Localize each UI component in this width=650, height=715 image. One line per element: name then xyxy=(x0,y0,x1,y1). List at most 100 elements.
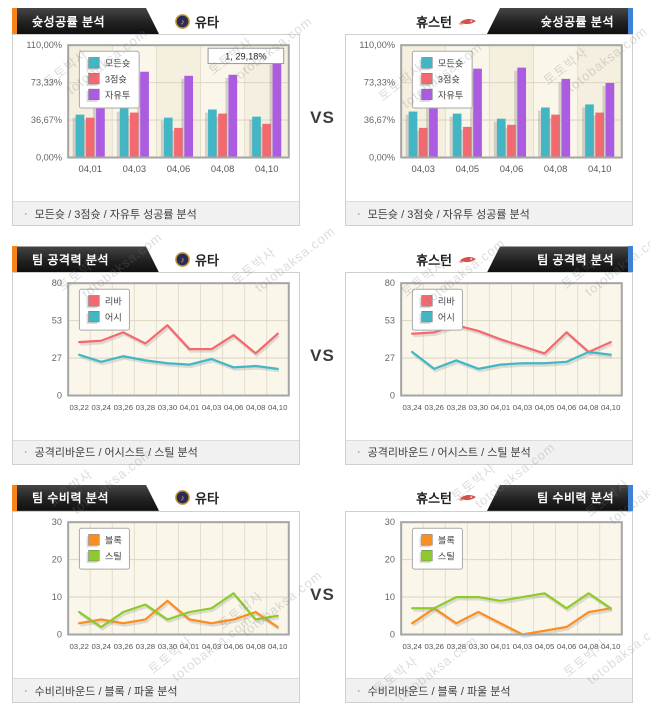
svg-text:04,06: 04,06 xyxy=(167,163,190,174)
line-chart-utah-offense: 80 53 27 0 03,22 03,24 03,26 03,28 03,30 04,01 04,… xyxy=(13,273,299,439)
svg-text:04,08: 04,08 xyxy=(246,403,265,412)
line-chart-houston-defense: 30 20 10 0 03,24 03,26 03,28 03,30 04,01 04,03 04,… xyxy=(346,512,632,678)
panel-defense-houston: 휴스턴 팀 수비력 분석 30 20 10 0 03,24 03,26 03,28 03,30… xyxy=(345,484,633,704)
svg-text:04,01: 04,01 xyxy=(78,163,101,174)
panel-header: 휴스턴 팀 수비력 분석 xyxy=(345,484,633,511)
svg-text:36,67%: 36,67% xyxy=(364,115,395,125)
svg-text:블록: 블록 xyxy=(105,535,122,545)
line-chart-houston-offense: 80 53 27 0 03,24 03,26 03,28 03,30 04,01 04,03 04,… xyxy=(346,273,632,439)
row-offense: 팀 공격력 분석 ♪ 유타 80 53 27 0 03,22 03,24 03,26 03,2… xyxy=(12,246,650,465)
svg-text:03,28: 03,28 xyxy=(447,403,466,412)
caption-text: 공격리바운드 / 어시스트 / 스틸 분석 xyxy=(367,447,531,460)
svg-text:스틸: 스틸 xyxy=(105,550,122,561)
section-title: 팀 공격력 분석 xyxy=(32,252,109,267)
vs-label: VS xyxy=(310,108,335,127)
svg-text:어시: 어시 xyxy=(105,313,122,323)
svg-text:04,10: 04,10 xyxy=(601,642,620,651)
team-name: 휴스턴 xyxy=(416,14,452,30)
section-title-tab: 팀 수비력 분석 xyxy=(487,484,628,511)
svg-text:04,03: 04,03 xyxy=(411,163,434,174)
orange-accent-bar xyxy=(12,8,17,34)
svg-text:20: 20 xyxy=(385,555,395,565)
svg-text:0,00%: 0,00% xyxy=(369,153,395,163)
chart-caption: · 수비리바운드 / 블록 / 파울 분석 xyxy=(346,678,632,703)
caption-text: 공격리바운드 / 어시스트 / 스틸 분석 xyxy=(34,447,198,460)
team-name: 휴스턴 xyxy=(416,491,452,507)
blue-accent-bar xyxy=(628,8,633,34)
section-title-tab: 팀 수비력 분석 xyxy=(17,485,159,511)
svg-text:0: 0 xyxy=(390,391,395,401)
svg-text:3점슛: 3점슛 xyxy=(438,73,460,84)
svg-text:0,00%: 0,00% xyxy=(36,153,62,163)
svg-text:3점슛: 3점슛 xyxy=(105,73,127,84)
svg-text:03,30: 03,30 xyxy=(158,642,177,651)
rocket-icon xyxy=(458,495,476,502)
svg-text:03,26: 03,26 xyxy=(114,642,133,651)
chart-caption: · 공격리바운드 / 어시스트 / 스틸 분석 xyxy=(13,439,299,464)
svg-text:03,30: 03,30 xyxy=(158,403,177,412)
svg-text:자유투: 자유투 xyxy=(105,90,130,100)
svg-text:1, 29,18%: 1, 29,18% xyxy=(225,51,266,61)
svg-text:04,05: 04,05 xyxy=(535,403,554,412)
blue-accent-bar xyxy=(628,484,633,511)
svg-text:스틸: 스틸 xyxy=(438,550,455,561)
svg-text:04,10: 04,10 xyxy=(601,403,620,412)
section-title: 팀 공격력 분석 xyxy=(537,252,614,267)
svg-text:04,01: 04,01 xyxy=(491,403,510,412)
svg-text:30: 30 xyxy=(52,517,62,527)
svg-text:03,28: 03,28 xyxy=(447,642,466,651)
team-label-houston: 휴스턴 xyxy=(416,8,477,34)
svg-text:30: 30 xyxy=(385,517,395,527)
svg-text:03,26: 03,26 xyxy=(425,403,444,412)
caption-bullet: · xyxy=(24,684,28,697)
vs-label: VS xyxy=(310,346,335,366)
chart-card: 110,00% 73,33% 36,67% 0,00% 04,01 04,03 04,06 0… xyxy=(12,34,300,227)
section-title: 팀 수비력 분석 xyxy=(32,491,109,506)
svg-text:어시: 어시 xyxy=(438,313,455,323)
line-chart-utah-defense: 30 20 10 0 03,22 03,24 03,26 03,28 03,30 04,01 04,… xyxy=(13,512,299,678)
section-title-tab: 팀 공격력 분석 xyxy=(17,246,159,272)
rocket-icon xyxy=(458,256,476,263)
svg-text:20: 20 xyxy=(52,555,62,565)
svg-text:04,08: 04,08 xyxy=(246,642,265,651)
chart-card: 80 53 27 0 03,24 03,26 03,28 03,30 04,01 04,03 04,… xyxy=(345,272,633,465)
svg-text:블록: 블록 xyxy=(438,535,455,545)
svg-text:04,06: 04,06 xyxy=(224,403,243,412)
team-label-utah: ♪ 유타 xyxy=(175,246,219,272)
panel-header: 팀 공격력 분석 ♪ 유타 xyxy=(12,246,300,273)
section-title-tab: 슛성공률 분석 xyxy=(487,8,628,34)
svg-text:80: 80 xyxy=(385,279,395,289)
team-label-houston: 휴스턴 xyxy=(416,485,477,511)
panel-header: 휴스턴 팀 공격력 분석 xyxy=(345,246,633,273)
team-name: 유타 xyxy=(195,491,219,507)
section-title-tab: 팀 공격력 분석 xyxy=(487,246,628,273)
svg-text:03,30: 03,30 xyxy=(469,403,488,412)
caption-bullet: · xyxy=(24,207,28,220)
panel-header: 슛성공률 분석 ♪ 유타 xyxy=(12,8,300,34)
orange-accent-bar xyxy=(12,484,17,511)
svg-text:03,24: 03,24 xyxy=(402,403,422,412)
chart-card: 30 20 10 0 03,24 03,26 03,28 03,30 04,01 04,03 04,… xyxy=(345,510,633,704)
svg-text:04,01: 04,01 xyxy=(180,403,199,412)
panel-offense-utah: 팀 공격력 분석 ♪ 유타 80 53 27 0 03,22 03,24 03,26 03,2… xyxy=(12,246,300,465)
svg-text:36,67%: 36,67% xyxy=(31,115,62,125)
svg-text:03,22: 03,22 xyxy=(69,642,88,651)
svg-text:모든슛: 모든슛 xyxy=(438,59,463,69)
svg-text:0: 0 xyxy=(57,391,62,401)
svg-text:03,30: 03,30 xyxy=(469,642,488,651)
chart-svg: 110,00% 73,33% 36,67% 0,00% 04,03 04,05 04,06 0… xyxy=(359,40,623,174)
svg-text:80: 80 xyxy=(52,279,62,289)
section-title-tab: 슛성공률 분석 xyxy=(17,8,159,34)
svg-text:04,03: 04,03 xyxy=(202,403,221,412)
jazz-logo-icon: ♪ xyxy=(175,252,190,267)
panel-shooting-houston: 휴스턴 슛성공률 분석 110,00% 73,33% 36,67% 0,00% 04,0… xyxy=(345,8,633,227)
svg-text:53: 53 xyxy=(52,316,62,326)
svg-text:♪: ♪ xyxy=(180,16,184,26)
section-title: 슛성공률 분석 xyxy=(32,14,106,29)
caption-bullet: · xyxy=(357,684,361,697)
caption-text: 수비리바운드 / 블록 / 파울 분석 xyxy=(367,685,511,698)
svg-text:리바: 리바 xyxy=(438,297,455,307)
vs-label: VS xyxy=(310,584,335,604)
